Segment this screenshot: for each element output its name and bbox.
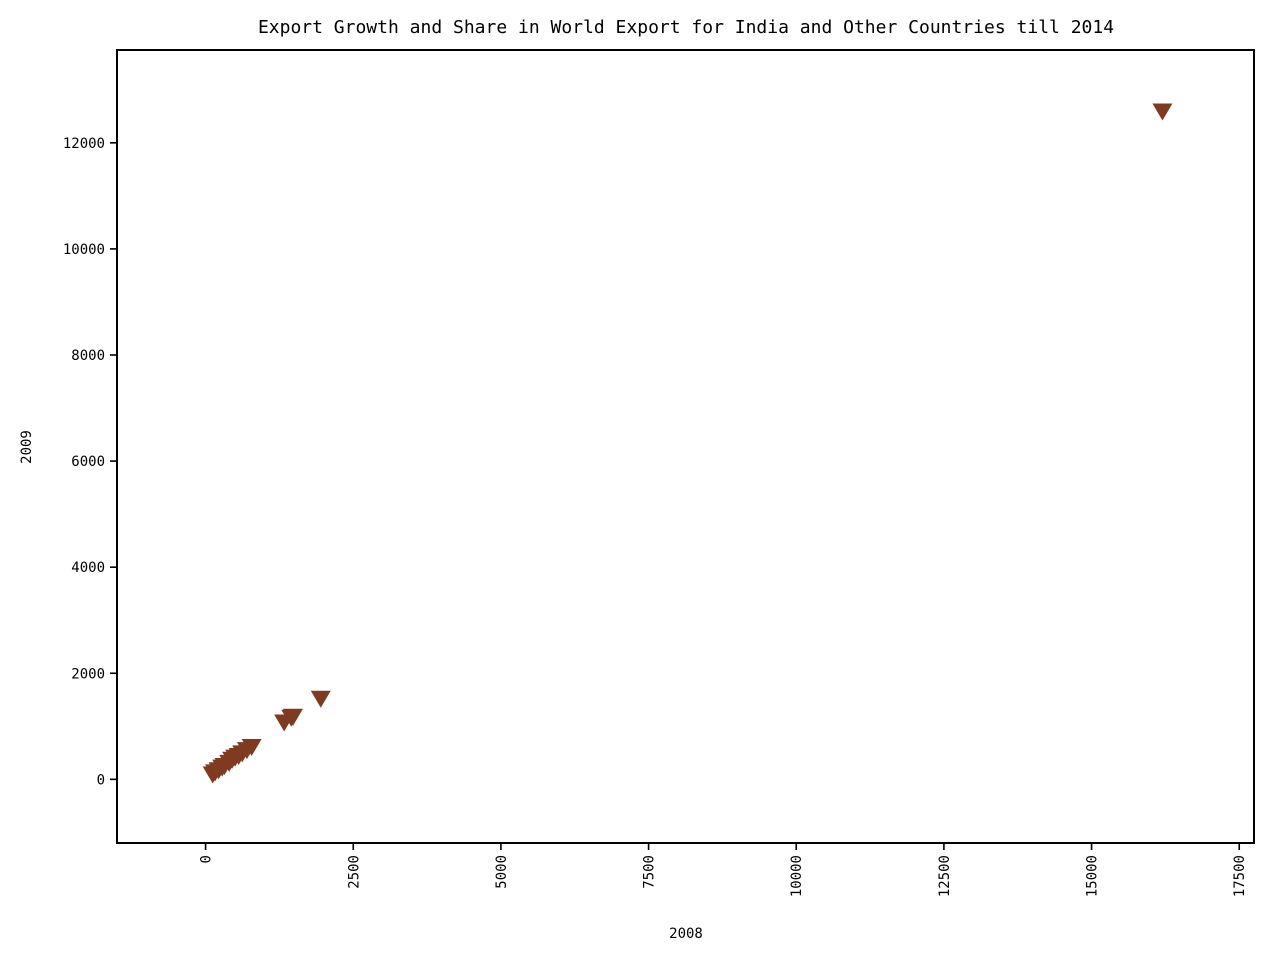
x-tick-label: 12500 [937, 855, 953, 897]
x-tick-label: 0 [199, 855, 215, 863]
y-tick-label: 6000 [71, 454, 105, 470]
y-tick-label: 8000 [71, 348, 105, 364]
data-point [241, 738, 262, 756]
x-axis: 0 2500 5000 7500 10000 12500 15000 17500 [199, 843, 1248, 897]
x-tick-label: 7500 [642, 855, 658, 889]
y-axis-label: 2009 [19, 430, 35, 464]
y-tick-label: 10000 [63, 242, 105, 258]
y-axis: 0 2000 4000 6000 8000 10000 12000 [63, 136, 117, 788]
data-point [310, 690, 331, 708]
x-tick-label: 2500 [346, 855, 362, 889]
x-tick-label: 15000 [1085, 855, 1101, 897]
x-tick-label: 17500 [1232, 855, 1248, 897]
y-tick-label: 2000 [71, 666, 105, 682]
chart-title: Export Growth and Share in World Export … [258, 17, 1114, 38]
x-tick-label: 5000 [494, 855, 510, 889]
data-point [1152, 103, 1173, 121]
y-tick-label: 4000 [71, 560, 105, 576]
data-point [283, 708, 304, 726]
x-tick-label: 10000 [789, 855, 805, 897]
y-tick-label: 0 [97, 772, 105, 788]
y-tick-label: 12000 [63, 136, 105, 152]
plot-frame [116, 49, 1255, 844]
plot-area [202, 103, 1173, 784]
x-axis-label: 2008 [669, 926, 703, 942]
